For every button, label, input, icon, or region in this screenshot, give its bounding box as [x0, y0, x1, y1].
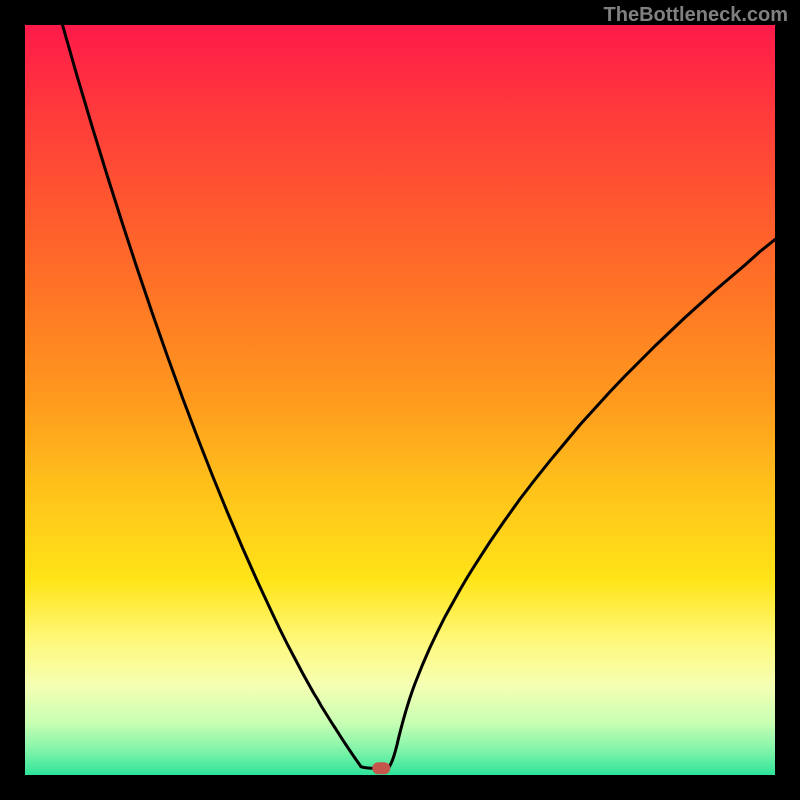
plot-area — [25, 25, 775, 775]
gradient-background — [25, 25, 775, 775]
optimal-marker-pill — [372, 762, 390, 774]
watermark-text: TheBottleneck.com — [604, 4, 788, 27]
chart-svg — [25, 25, 775, 775]
optimal-point-marker — [372, 762, 390, 774]
